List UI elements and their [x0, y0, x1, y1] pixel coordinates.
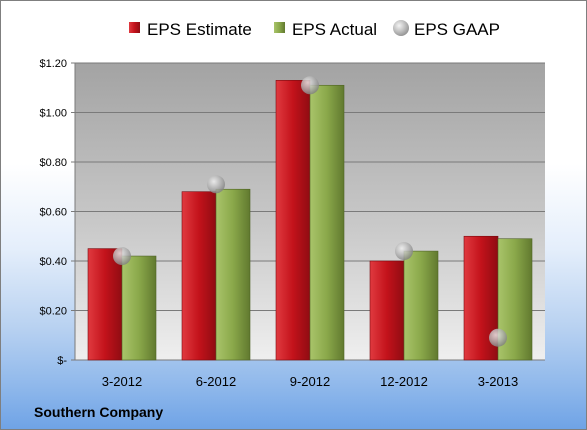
- bar-eps-estimate: [87, 248, 123, 361]
- legend-swatch-gaap: [393, 20, 409, 36]
- bar-eps-estimate: [275, 80, 311, 361]
- bar-eps-actual: [215, 188, 251, 361]
- marker-eps-gaap: [489, 328, 507, 347]
- marker-eps-gaap: [207, 175, 225, 194]
- marker-eps-gaap: [113, 247, 131, 266]
- legend-label-estimate: EPS Estimate: [147, 20, 252, 39]
- y-tick-label: $0.80: [39, 157, 67, 169]
- marker-eps-gaap: [395, 242, 413, 261]
- bar-eps-actual: [121, 255, 157, 361]
- y-tick-label: $-: [57, 355, 67, 367]
- marker-eps-gaap: [301, 76, 319, 95]
- legend-swatch-actual: [274, 22, 285, 33]
- bar-eps-actual: [309, 84, 345, 361]
- y-tick-label: $1.20: [39, 58, 67, 70]
- legend: EPS Estimate EPS Actual EPS GAAP: [129, 20, 500, 39]
- y-tick-label: $0.20: [39, 306, 67, 318]
- y-tick-label: $1.00: [39, 108, 67, 120]
- bar-eps-estimate: [181, 191, 217, 361]
- x-tick-label: 3-2013: [478, 374, 518, 389]
- legend-swatch-estimate: [129, 22, 140, 33]
- x-tick-label: 3-2012: [102, 374, 142, 389]
- y-tick-label: $0.60: [39, 207, 67, 219]
- company-name: Southern Company: [34, 404, 164, 420]
- bar-eps-estimate: [369, 260, 405, 361]
- bar-eps-actual: [403, 250, 439, 361]
- x-tick-label: 6-2012: [196, 374, 236, 389]
- legend-label-gaap: EPS GAAP: [414, 20, 500, 39]
- x-tick-label: 12-2012: [380, 374, 428, 389]
- legend-label-actual: EPS Actual: [292, 20, 377, 39]
- x-tick-label: 9-2012: [290, 374, 330, 389]
- plot-area: $- $0.20 $0.40 $0.60 $0.80 $1.00 $1.20 3-2012 6-…: [39, 58, 545, 389]
- y-tick-label: $0.40: [39, 256, 67, 268]
